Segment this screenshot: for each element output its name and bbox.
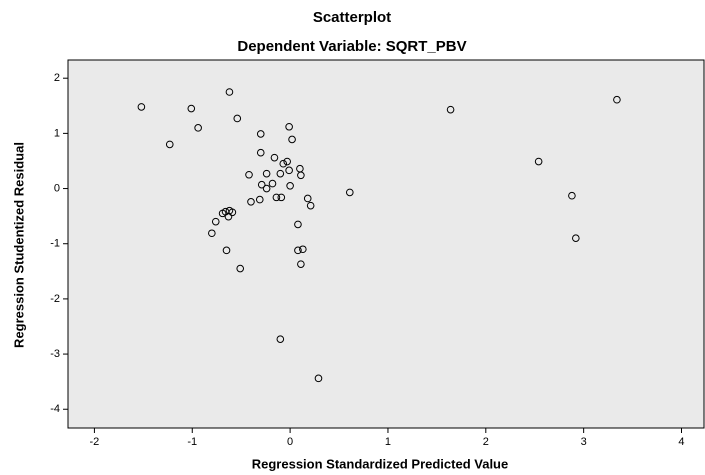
point — [283, 157, 291, 166]
point — [262, 169, 271, 178]
point — [613, 95, 621, 104]
chart-subtitle: Dependent Variable: SQRT_PBV — [237, 38, 466, 55]
y-axis-label: Regression Studentized Residual — [11, 142, 26, 348]
point — [572, 234, 580, 243]
y-tick-label: -4 — [50, 403, 60, 415]
y-tick-label: 2 — [54, 72, 60, 84]
point — [211, 217, 220, 226]
point — [286, 181, 294, 190]
point — [137, 103, 146, 111]
x-tick-label: -2 — [90, 436, 100, 448]
point — [228, 208, 237, 217]
point — [294, 220, 302, 229]
point — [314, 374, 323, 383]
point — [268, 179, 277, 188]
point — [277, 193, 286, 202]
y-tick-label: -3 — [50, 348, 60, 360]
point — [247, 197, 255, 206]
y-tick-label: 0 — [54, 182, 60, 194]
point — [297, 260, 305, 268]
point — [345, 188, 354, 197]
point — [256, 130, 265, 138]
point — [270, 153, 279, 162]
point — [165, 140, 174, 149]
point — [276, 335, 285, 343]
point — [297, 171, 305, 180]
point — [285, 166, 293, 175]
point — [276, 169, 285, 178]
point — [222, 246, 231, 255]
point — [299, 245, 307, 254]
point — [236, 264, 245, 273]
x-tick-label: 4 — [678, 436, 684, 448]
point — [257, 180, 266, 189]
point — [272, 193, 281, 202]
y-tick-label: 1 — [54, 127, 60, 139]
x-axis-label: Regression Standardized Predicted Value — [252, 456, 508, 471]
point — [534, 157, 543, 166]
y-tick-label: -1 — [50, 238, 60, 250]
x-tick-label: 3 — [581, 436, 587, 448]
point — [294, 246, 302, 255]
point — [288, 135, 296, 144]
point — [306, 201, 315, 210]
point — [568, 191, 576, 200]
point — [446, 105, 455, 114]
point — [245, 170, 253, 179]
point — [255, 195, 264, 204]
point — [208, 229, 216, 238]
x-tick-label: -1 — [187, 436, 197, 448]
x-tick-label: 1 — [385, 436, 391, 448]
point — [224, 212, 233, 221]
point — [279, 159, 288, 168]
x-tick-label: 2 — [483, 436, 489, 448]
plot-area — [67, 59, 705, 429]
y-tick-label: -2 — [50, 293, 60, 305]
point — [262, 184, 271, 193]
chart-title: Scatterplot — [313, 9, 391, 26]
x-tick-label: 0 — [287, 436, 293, 448]
point — [303, 194, 312, 203]
point — [194, 124, 202, 132]
point — [256, 148, 265, 157]
point — [187, 104, 196, 113]
point — [225, 88, 234, 96]
point — [285, 122, 293, 131]
point — [233, 114, 242, 123]
